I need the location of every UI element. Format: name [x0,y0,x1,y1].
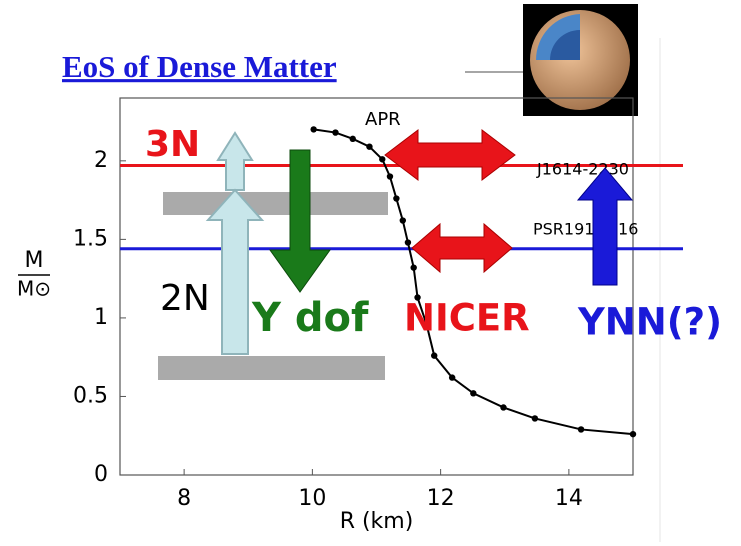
annotation: 2N [160,278,210,319]
annotation: YNN(?) [577,301,722,344]
point [532,415,538,421]
point [405,239,411,245]
point [470,390,476,396]
title[interactable]: EoS of Dense Matter [62,49,337,84]
double-arrow [385,130,515,180]
point [350,136,356,142]
y-tick-label: 1.5 [73,226,108,251]
y-tick-label: 0 [94,462,108,487]
point [630,431,636,437]
point [379,156,385,162]
annotation: NICER [404,297,530,340]
point [310,126,316,132]
point [410,264,416,270]
point [387,173,393,179]
gray-band [158,356,385,380]
point [449,374,455,380]
slide: EoS of Dense Matter 0 0.5 1 1.5 2 8 10 12 14 R (k… [0,0,741,542]
x-tick-label: 8 [177,486,191,511]
double-arrow [412,224,512,272]
y-axis-label: M⊙ [17,277,51,301]
point [366,143,372,149]
series-label: APR [365,109,401,130]
point [431,352,437,358]
point [500,404,506,410]
up-arrow [218,133,252,190]
annotation: Y dof [251,295,369,341]
reference-label: PSR1913+16 [533,220,638,239]
y-axis-label: M [25,248,44,273]
reference-label: J1614-2230 [536,160,629,179]
y-tick-label: 1 [94,305,108,330]
point [393,195,399,201]
gray-band [163,192,388,215]
x-tick-label: 10 [298,486,326,511]
down-arrow [270,150,330,292]
point [332,129,338,135]
point [578,426,584,432]
x-axis-label: R (km) [340,509,414,534]
x-tick-label: 12 [427,486,455,511]
y-tick-label: 2 [94,148,108,173]
annotation: 3N [145,124,200,165]
neutron-star-image [523,4,638,116]
y-tick-label: 0.5 [73,383,108,408]
x-tick-label: 14 [555,486,583,511]
point [400,217,406,223]
